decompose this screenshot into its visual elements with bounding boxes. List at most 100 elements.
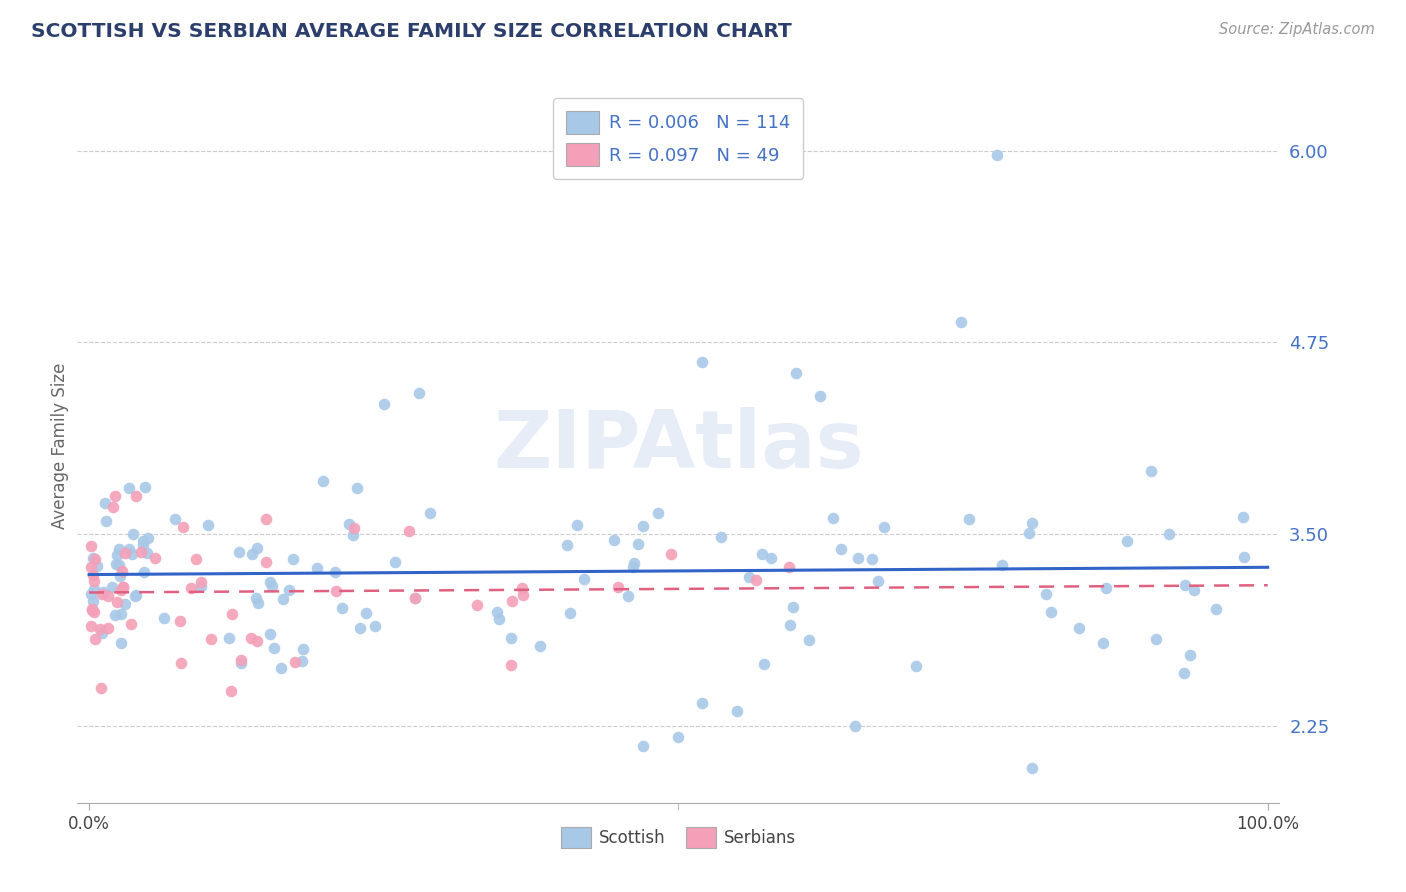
Point bbox=[1067, 622, 1090, 636]
Point bbox=[122, 527, 145, 541]
Point bbox=[558, 606, 581, 620]
Point bbox=[991, 558, 1014, 573]
Point bbox=[404, 591, 426, 605]
Point bbox=[291, 642, 314, 657]
Point bbox=[86, 559, 108, 574]
Point bbox=[172, 519, 194, 533]
Point bbox=[83, 632, 105, 647]
Point bbox=[112, 580, 135, 594]
Point bbox=[97, 589, 120, 603]
Point bbox=[135, 546, 157, 560]
Point bbox=[108, 569, 131, 583]
Point bbox=[186, 552, 208, 566]
Point bbox=[97, 622, 120, 636]
Point bbox=[229, 656, 252, 670]
Point bbox=[83, 582, 105, 597]
Text: SCOTTISH VS SERBIAN AVERAGE FAMILY SIZE CORRELATION CHART: SCOTTISH VS SERBIAN AVERAGE FAMILY SIZE … bbox=[31, 22, 792, 41]
Point bbox=[631, 518, 654, 533]
Point bbox=[82, 550, 104, 565]
Point bbox=[254, 555, 277, 569]
Point bbox=[107, 541, 129, 556]
Point bbox=[89, 622, 111, 636]
Point bbox=[90, 626, 112, 640]
Point bbox=[284, 655, 307, 669]
Point bbox=[398, 524, 420, 538]
Point bbox=[305, 561, 328, 575]
Point bbox=[104, 608, 127, 623]
Point bbox=[621, 560, 644, 574]
Point bbox=[342, 528, 364, 542]
Point bbox=[79, 587, 101, 601]
Point bbox=[104, 489, 127, 503]
Point bbox=[169, 615, 191, 629]
Point bbox=[565, 518, 588, 533]
Point bbox=[1140, 464, 1163, 478]
Point bbox=[1116, 534, 1139, 549]
Point bbox=[101, 500, 124, 514]
Point bbox=[245, 591, 267, 606]
Point bbox=[1180, 648, 1202, 663]
Point bbox=[121, 547, 143, 561]
Point bbox=[343, 521, 366, 535]
Point bbox=[1095, 581, 1118, 595]
Point bbox=[82, 567, 104, 582]
Point bbox=[512, 588, 534, 602]
Point bbox=[337, 517, 360, 532]
Point bbox=[1091, 636, 1114, 650]
Point bbox=[821, 511, 844, 525]
Point bbox=[111, 564, 134, 578]
Point bbox=[259, 626, 281, 640]
Point bbox=[501, 594, 523, 608]
Point bbox=[246, 541, 269, 556]
Point bbox=[868, 574, 890, 588]
Point bbox=[117, 541, 139, 556]
Point bbox=[170, 656, 193, 670]
Point bbox=[132, 538, 155, 552]
Point bbox=[100, 580, 122, 594]
Point bbox=[221, 607, 243, 621]
Point bbox=[778, 559, 800, 574]
Point bbox=[1205, 602, 1227, 616]
Point bbox=[110, 583, 132, 598]
Point bbox=[373, 397, 395, 411]
Point bbox=[1182, 583, 1205, 598]
Point bbox=[510, 582, 533, 596]
Point bbox=[1157, 527, 1180, 541]
Point bbox=[690, 696, 713, 710]
Point bbox=[690, 355, 713, 369]
Point bbox=[114, 598, 136, 612]
Point bbox=[408, 386, 430, 401]
Point bbox=[273, 591, 295, 606]
Point bbox=[363, 618, 385, 632]
Point bbox=[737, 570, 759, 584]
Point bbox=[844, 719, 866, 733]
Legend: Scottish, Serbians: Scottish, Serbians bbox=[554, 821, 803, 855]
Point bbox=[91, 584, 114, 599]
Point bbox=[125, 489, 148, 503]
Point bbox=[1021, 760, 1043, 774]
Point bbox=[710, 530, 733, 544]
Point bbox=[83, 605, 105, 619]
Point bbox=[80, 539, 103, 553]
Point bbox=[404, 591, 426, 606]
Point bbox=[488, 612, 510, 626]
Point bbox=[254, 512, 277, 526]
Point bbox=[623, 556, 645, 570]
Point bbox=[349, 621, 371, 635]
Point bbox=[219, 683, 242, 698]
Point bbox=[218, 632, 240, 646]
Point bbox=[860, 552, 883, 566]
Point bbox=[830, 542, 852, 557]
Point bbox=[246, 634, 269, 648]
Point bbox=[90, 587, 112, 601]
Point bbox=[752, 657, 775, 671]
Point bbox=[846, 550, 869, 565]
Point bbox=[603, 533, 626, 547]
Point bbox=[779, 618, 801, 632]
Point bbox=[110, 636, 132, 650]
Point bbox=[82, 602, 104, 616]
Point bbox=[125, 588, 148, 602]
Point bbox=[659, 547, 682, 561]
Point bbox=[129, 545, 152, 559]
Point bbox=[751, 547, 773, 561]
